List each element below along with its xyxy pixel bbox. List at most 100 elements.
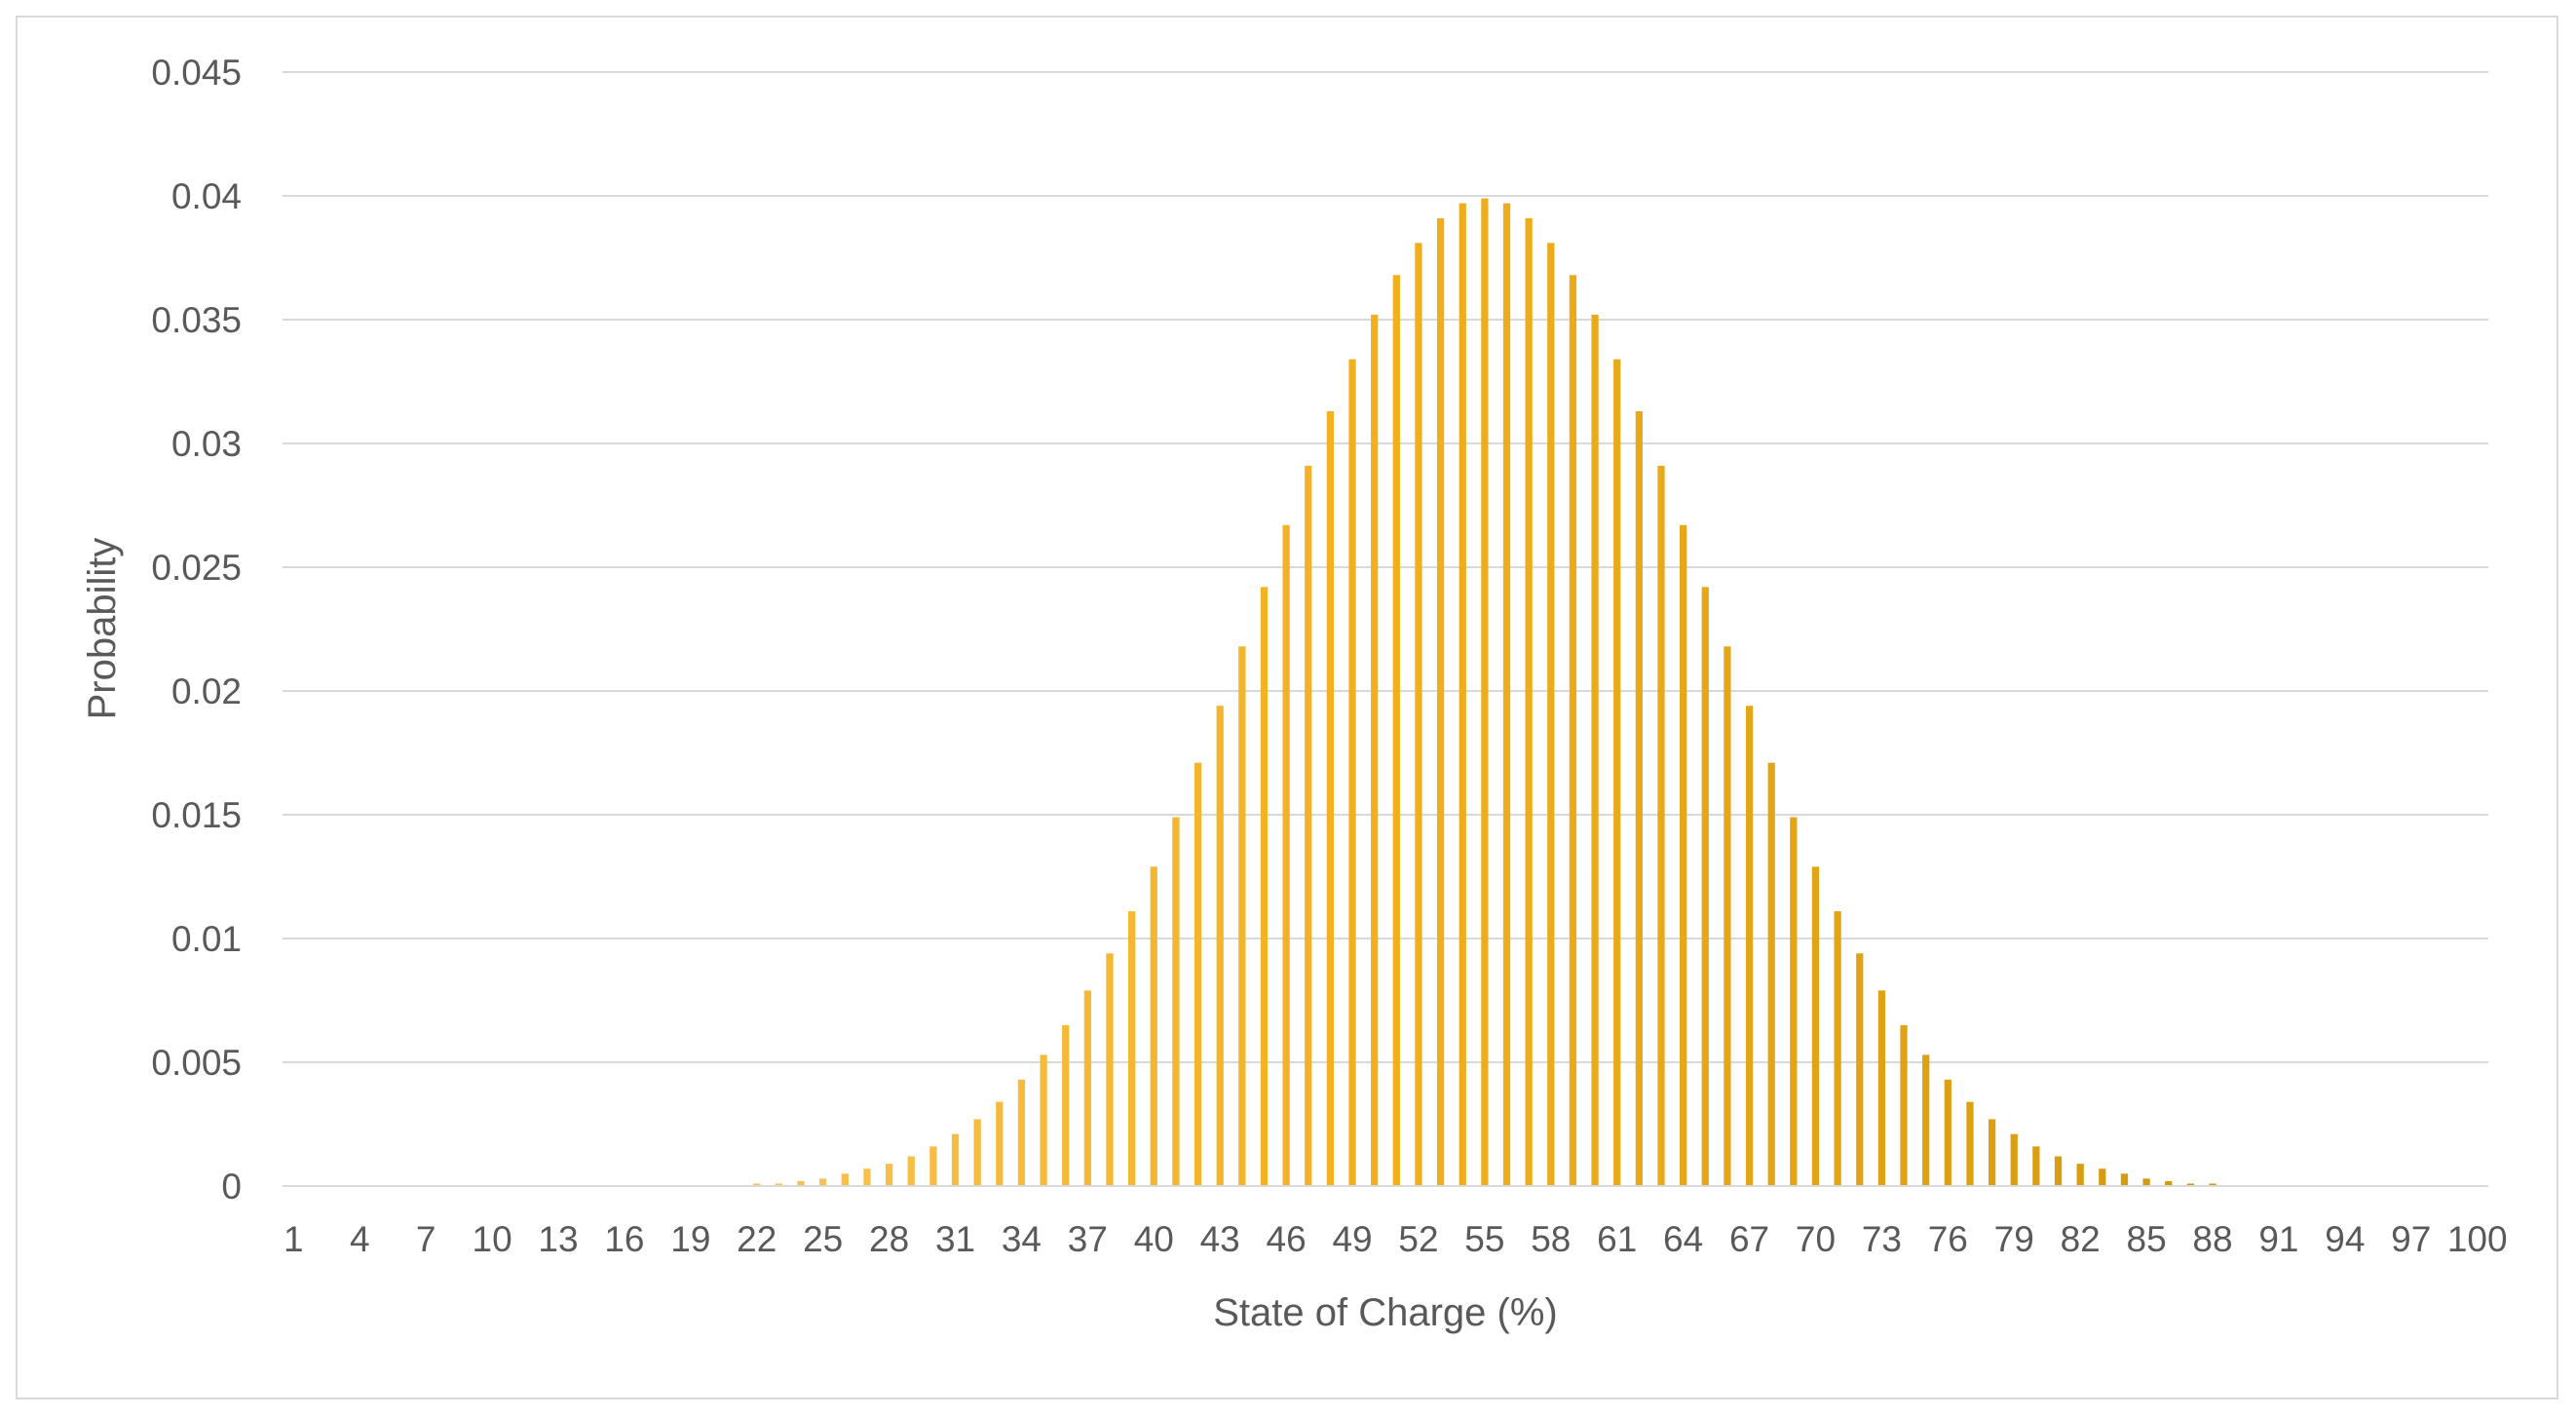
bar	[951, 1133, 960, 1186]
bar	[2076, 1164, 2084, 1186]
x-tick-label: 76	[1928, 1219, 1968, 1259]
x-tick-label: 55	[1464, 1219, 1504, 1259]
bars	[753, 198, 2216, 1187]
bar	[1106, 953, 1114, 1186]
bar	[907, 1156, 915, 1186]
x-tick-label: 43	[1200, 1219, 1240, 1259]
bar	[1745, 706, 1754, 1186]
bar	[1701, 587, 1709, 1186]
x-tick-label: 25	[803, 1219, 843, 1259]
y-tick-label: 0.01	[171, 919, 242, 959]
bar	[1657, 465, 1665, 1186]
bar	[1305, 465, 1312, 1186]
bar	[819, 1178, 827, 1186]
y-axis-ticks: 0 0.005 0.01 0.015 0.02 0.025 0.03 0.035 0.04 0.0…	[151, 53, 242, 1207]
bar	[1790, 817, 1798, 1186]
bar	[1966, 1101, 1974, 1186]
x-tick-label: 34	[1002, 1219, 1042, 1259]
bar	[1988, 1119, 1996, 1186]
bar	[2209, 1183, 2216, 1186]
bar	[1128, 911, 1136, 1186]
x-tick-label: 52	[1398, 1219, 1438, 1259]
x-axis-ticks: 1 4 7 10 13 16 19 22 25 28 31 34 37 40 43 46 49 52 55 58 61 6…	[284, 1219, 2508, 1259]
bar	[1724, 646, 1731, 1186]
x-tick-label: 1	[284, 1219, 304, 1259]
bar	[2099, 1169, 2106, 1186]
x-tick-label: 88	[2192, 1219, 2232, 1259]
bar	[1856, 953, 1864, 1186]
x-tick-label: 70	[1796, 1219, 1836, 1259]
bar	[1613, 359, 1621, 1186]
x-tick-label: 94	[2325, 1219, 2365, 1259]
x-tick-label: 85	[2127, 1219, 2167, 1259]
x-tick-label: 22	[737, 1219, 777, 1259]
bar	[1591, 314, 1599, 1186]
x-tick-label: 97	[2391, 1219, 2431, 1259]
bar	[973, 1119, 981, 1186]
bar	[1216, 706, 1224, 1186]
bar	[929, 1146, 937, 1186]
x-tick-label: 4	[350, 1219, 370, 1259]
bar	[863, 1169, 871, 1186]
bar	[2142, 1178, 2150, 1186]
x-tick-label: 13	[538, 1219, 578, 1259]
bar	[1458, 203, 1466, 1186]
x-tick-label: 7	[416, 1219, 436, 1259]
y-tick-label: 0.04	[171, 176, 242, 216]
y-tick-label: 0.035	[151, 300, 242, 340]
x-axis-title: State of Charge (%)	[1213, 1291, 1558, 1334]
x-tick-label: 16	[604, 1219, 644, 1259]
bar	[1569, 275, 1577, 1186]
bar	[1172, 817, 1180, 1186]
x-tick-label: 58	[1531, 1219, 1571, 1259]
bar	[1040, 1054, 1047, 1186]
x-tick-label: 28	[869, 1219, 909, 1259]
x-tick-label: 40	[1134, 1219, 1174, 1259]
bar	[1680, 524, 1687, 1186]
bar	[1348, 359, 1356, 1186]
bar	[885, 1164, 893, 1186]
bar	[1944, 1079, 1951, 1186]
bar	[753, 1183, 761, 1186]
y-tick-label: 0.005	[151, 1043, 242, 1083]
x-tick-label: 91	[2258, 1219, 2298, 1259]
x-tick-label: 19	[670, 1219, 710, 1259]
x-tick-label: 67	[1729, 1219, 1769, 1259]
bar	[1150, 866, 1157, 1186]
y-tick-label: 0	[221, 1167, 242, 1207]
bar	[1238, 646, 1246, 1186]
bar	[1877, 990, 1886, 1186]
x-tick-label: 79	[1994, 1219, 2034, 1259]
x-tick-label: 49	[1332, 1219, 1372, 1259]
bar	[1834, 911, 1841, 1186]
y-tick-label: 0.045	[151, 53, 242, 93]
bar	[2054, 1156, 2063, 1186]
gridlines	[283, 71, 2488, 1063]
x-tick-label: 10	[473, 1219, 512, 1259]
bar	[1436, 217, 1445, 1187]
y-axis-title: Probability	[81, 538, 124, 720]
bar	[1635, 410, 1643, 1187]
bar	[1193, 762, 1202, 1186]
bar	[2032, 1146, 2040, 1186]
bar	[996, 1101, 1004, 1186]
bar	[1502, 203, 1511, 1186]
bar	[2186, 1183, 2194, 1186]
bar	[1083, 990, 1091, 1186]
bar	[1922, 1054, 1930, 1186]
bar	[2010, 1133, 2018, 1186]
y-tick-label: 0.03	[171, 424, 242, 464]
x-tick-label: 100	[2447, 1219, 2508, 1259]
bar	[2120, 1173, 2129, 1186]
bar	[775, 1183, 783, 1186]
x-tick-label: 82	[2061, 1219, 2101, 1259]
x-tick-label: 46	[1267, 1219, 1307, 1259]
x-tick-label: 31	[935, 1219, 975, 1259]
y-tick-label: 0.015	[151, 795, 242, 835]
x-tick-label: 37	[1068, 1219, 1108, 1259]
bar	[1062, 1024, 1070, 1186]
bar	[1326, 410, 1335, 1187]
x-tick-label: 73	[1862, 1219, 1902, 1259]
x-tick-label: 64	[1663, 1219, 1703, 1259]
